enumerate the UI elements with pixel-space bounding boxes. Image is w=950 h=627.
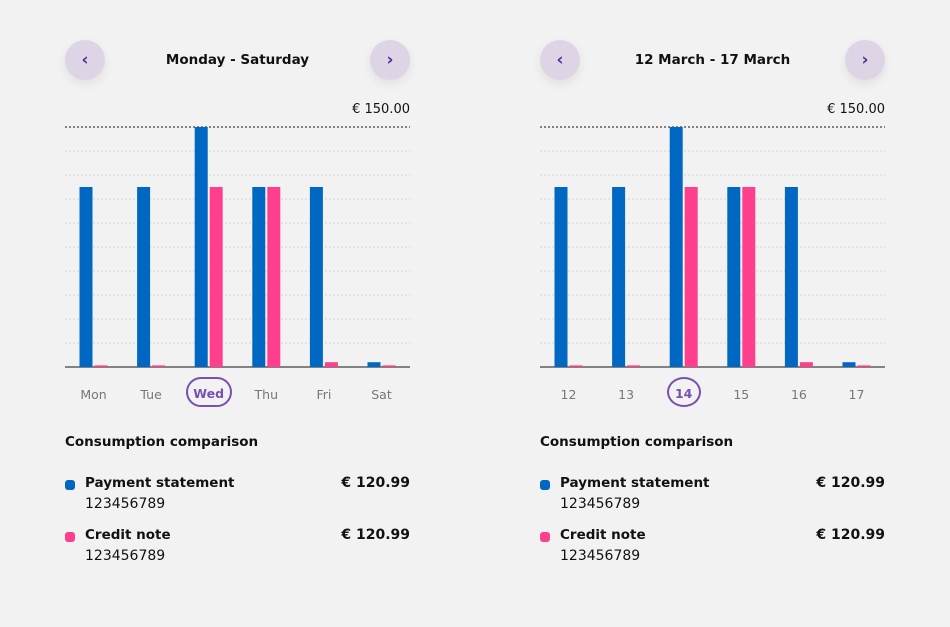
- legend-name: Payment statement: [85, 475, 235, 491]
- next-button[interactable]: ›: [845, 40, 885, 80]
- section-title: Consumption comparison: [65, 434, 259, 450]
- legend-name: Credit note: [85, 527, 171, 543]
- bar-payment-statement[interactable]: [79, 187, 93, 367]
- bar-credit-note[interactable]: [742, 187, 756, 367]
- previous-button[interactable]: ‹: [65, 40, 105, 80]
- previous-button[interactable]: ‹: [540, 40, 580, 80]
- legend-name: Payment statement: [560, 475, 710, 491]
- bar-payment-statement[interactable]: [194, 127, 208, 367]
- legend-dot-icon: [65, 532, 75, 542]
- section-title: Consumption comparison: [540, 434, 734, 450]
- legend-number: 123456789: [560, 496, 641, 512]
- legend-dot-icon: [540, 532, 550, 542]
- x-tick-label[interactable]: 13: [618, 387, 635, 402]
- chevron-right-icon: ›: [386, 50, 394, 70]
- bar-credit-note[interactable]: [684, 187, 698, 367]
- bar-payment-statement[interactable]: [842, 362, 856, 367]
- bar-payment-statement[interactable]: [727, 187, 741, 367]
- bar-chart: [540, 126, 885, 368]
- chart-panel: ‹ Monday - Saturday › € 150.00 Consumpti…: [65, 0, 410, 627]
- bar-credit-note[interactable]: [799, 362, 813, 367]
- bar-payment-statement[interactable]: [367, 362, 381, 367]
- x-tick-label[interactable]: 12: [560, 387, 577, 402]
- x-tick-label[interactable]: Tue: [140, 387, 162, 402]
- chevron-left-icon: ‹: [556, 50, 564, 70]
- chevron-left-icon: ‹: [81, 50, 89, 70]
- date-range-title: Monday - Saturday: [165, 52, 310, 68]
- y-max-label: € 150.00: [352, 102, 410, 117]
- bar-credit-note[interactable]: [209, 187, 223, 367]
- bar-credit-note[interactable]: [324, 362, 338, 367]
- legend-value: € 120.99: [341, 475, 410, 491]
- bar-payment-statement[interactable]: [669, 127, 683, 367]
- x-tick-label[interactable]: Sat: [371, 387, 392, 402]
- bar-credit-note[interactable]: [152, 365, 166, 367]
- bar-payment-statement[interactable]: [137, 187, 151, 367]
- x-tick-label[interactable]: 16: [790, 387, 807, 402]
- bar-payment-statement[interactable]: [252, 187, 266, 367]
- legend-value: € 120.99: [341, 527, 410, 543]
- x-tick-label[interactable]: 17: [848, 387, 865, 402]
- legend-number: 123456789: [85, 548, 166, 564]
- x-tick-label[interactable]: 15: [733, 387, 750, 402]
- bar-payment-statement[interactable]: [612, 187, 626, 367]
- x-tick-label[interactable]: 14: [666, 377, 701, 407]
- legend-number: 123456789: [85, 496, 166, 512]
- bar-payment-statement[interactable]: [309, 187, 323, 367]
- date-range-title: 12 March - 17 March: [634, 52, 791, 68]
- x-tick-label[interactable]: Mon: [80, 387, 107, 402]
- chart-panel: ‹ 12 March - 17 March › € 150.00 Consump…: [540, 0, 885, 627]
- legend-value: € 120.99: [816, 475, 885, 491]
- legend-name: Credit note: [560, 527, 646, 543]
- bar-credit-note[interactable]: [569, 365, 583, 367]
- bar-chart: [65, 126, 410, 368]
- bar-credit-note[interactable]: [267, 187, 281, 367]
- y-max-label: € 150.00: [827, 102, 885, 117]
- legend-dot-icon: [65, 480, 75, 490]
- legend-number: 123456789: [560, 548, 641, 564]
- bar-credit-note[interactable]: [627, 365, 641, 367]
- x-tick-label[interactable]: Fri: [316, 387, 332, 402]
- bar-credit-note[interactable]: [94, 365, 108, 367]
- bar-credit-note[interactable]: [382, 365, 396, 367]
- bar-credit-note[interactable]: [857, 365, 871, 367]
- next-button[interactable]: ›: [370, 40, 410, 80]
- chevron-right-icon: ›: [861, 50, 869, 70]
- legend-dot-icon: [540, 480, 550, 490]
- bar-payment-statement[interactable]: [554, 187, 568, 367]
- x-tick-label[interactable]: Wed: [185, 377, 232, 407]
- legend-value: € 120.99: [816, 527, 885, 543]
- bar-payment-statement[interactable]: [784, 187, 798, 367]
- x-tick-label[interactable]: Thu: [254, 387, 279, 402]
